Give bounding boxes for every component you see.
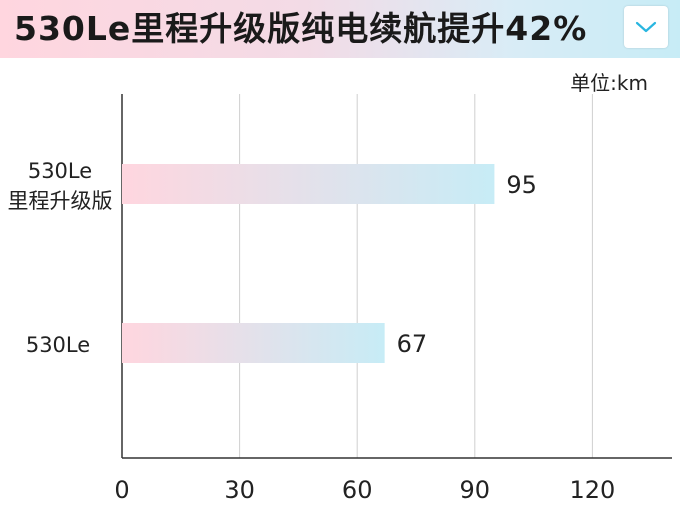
chevron-down-icon: [635, 21, 657, 33]
category-label: 530Le: [28, 159, 92, 183]
page-title: 530Le里程升级版纯电续航提升42%: [14, 9, 588, 48]
bar-value-label: 67: [397, 330, 428, 358]
bar: [122, 323, 385, 363]
dropdown-button[interactable]: [624, 6, 668, 48]
title-banner: 530Le里程升级版纯电续航提升42%: [0, 0, 680, 58]
x-tick-label: 0: [114, 476, 129, 504]
x-tick-label: 90: [460, 476, 491, 504]
category-label: 530Le: [26, 333, 90, 357]
bar-chart: 0 30 60 90 120 95 530Le 里程升级版 67 530Le 单位:km: [8, 71, 672, 504]
category-label: 里程升级版: [8, 189, 113, 213]
x-tick-label: 120: [569, 476, 615, 504]
bar-value-label: 95: [506, 171, 537, 199]
bar: [122, 164, 495, 204]
x-tick-label: 60: [342, 476, 373, 504]
unit-label: 单位:km: [570, 71, 648, 95]
x-tick-label: 30: [224, 476, 255, 504]
